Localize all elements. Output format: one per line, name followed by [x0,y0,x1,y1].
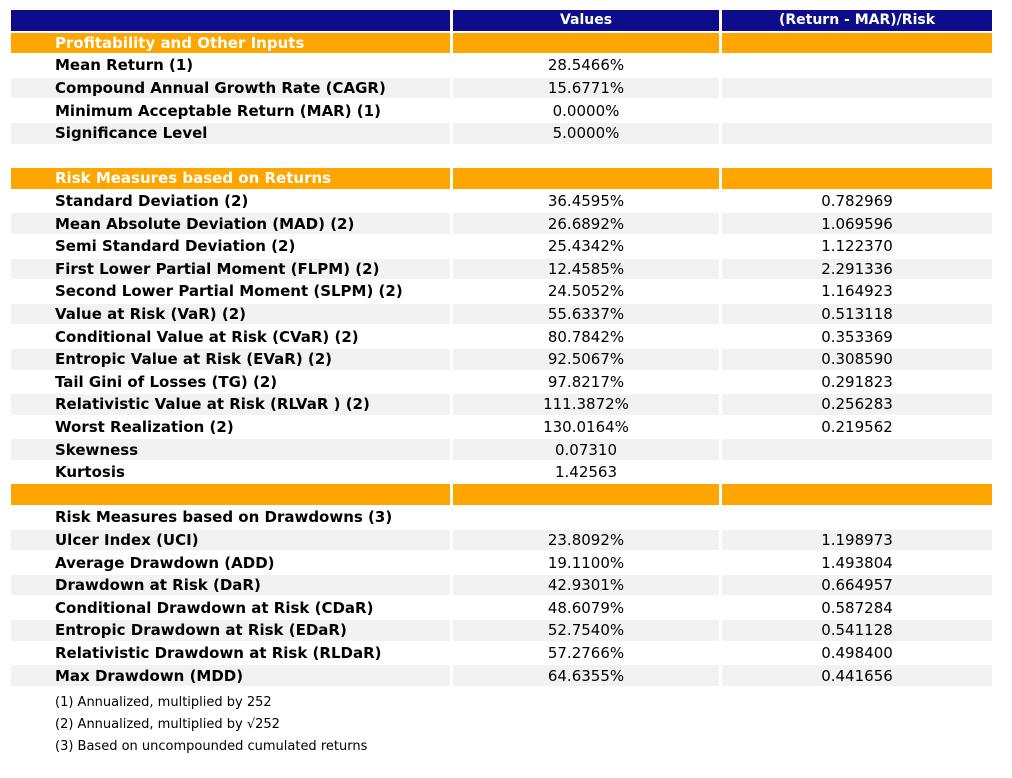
row-value: 1.42563 [554,463,618,482]
row-label: Ulcer Index (UCI) [11,529,450,551]
row-ratio: 0.541128 [722,620,992,641]
row-label: Semi Standard Deviation (2) [55,237,296,256]
row-value: 97.8217% [547,372,625,391]
row-label: Compound Annual Growth Rate (CAGR) [11,77,450,99]
spacer-values-cell [453,146,719,167]
row-label: Relativistic Drawdown at Risk (RLDaR) [55,643,382,662]
row-value: 57.2766% [547,643,625,662]
row-label: Minimum Acceptable Return (MAR) (1) [55,101,381,120]
section-header-label: Profitability and Other Inputs [11,32,450,54]
row-label: Average Drawdown (ADD) [55,553,275,572]
row-value: 19.1100% [547,553,625,572]
row-ratio: 0.308590 [722,348,992,370]
row-label: Skewness [11,439,450,460]
row-value: 55.6337% [453,303,719,325]
row-value: 12.4585% [453,258,719,280]
row-ratio [722,77,992,99]
row-ratio [722,122,992,144]
section-header-values-cell [453,484,719,506]
footnote: (1) Annualized, multiplied by 252 [55,694,272,710]
subheader-label: Risk Measures based on Drawdowns (3) [55,508,393,527]
row-label: Entropic Drawdown at Risk (EDaR) [11,620,450,641]
row-ratio: 1.493804 [821,553,893,572]
row-label: Max Drawdown (MDD) [11,665,450,686]
subheader-ratio-cell [722,507,992,528]
row-value: 0.07310 [453,439,719,460]
row-ratio: 1.069596 [722,213,992,234]
row-value: 25.4342% [547,237,625,256]
row-ratio: 0.498400 [821,643,893,662]
row-label: Tail Gini of Losses (TG) (2) [55,372,278,391]
row-label: Worst Realization (2) [55,417,234,436]
header-cell-return-mar-risk: (Return - MAR)/Risk [722,10,992,31]
section-header-label [11,484,450,506]
row-value: 130.0164% [543,417,629,436]
row-label: Entropic Value at Risk (EVaR) (2) [11,348,450,370]
row-label: Standard Deviation (2) [55,192,249,211]
row-ratio [722,100,992,121]
row-label: Mean Absolute Deviation (MAD) (2) [11,213,450,234]
row-value: 28.5466% [547,56,625,75]
subheader-values-cell [453,507,719,528]
row-label: Kurtosis [55,463,125,482]
row-ratio: 0.587284 [821,598,893,617]
row-label: Conditional Drawdown at Risk (CDaR) [55,598,374,617]
risk-table: Values (Return - MAR)/Risk Profitability… [11,10,993,686]
row-value: 52.7540% [453,620,719,641]
row-value: 92.5067% [453,348,719,370]
row-value: 0.0000% [552,101,620,120]
row-value: 64.6355% [453,665,719,686]
row-value: 80.7842% [547,327,625,346]
row-ratio: 1.164923 [821,282,893,301]
row-ratio: 2.291336 [722,258,992,280]
row-ratio [722,55,992,76]
section-header-label: Risk Measures based on Returns [11,168,450,189]
row-ratio: 0.353369 [821,327,893,346]
row-value: 5.0000% [453,122,719,144]
row-ratio: 0.782969 [821,192,893,211]
spacer-label-cell [11,146,450,167]
row-ratio: 0.664957 [722,574,992,596]
section-header-values-cell [453,32,719,54]
row-value: 15.6771% [453,77,719,99]
row-ratio: 1.122370 [821,237,893,256]
section-header-ratio-cell [722,168,992,189]
footnote: (2) Annualized, multiplied by √252 [55,716,280,732]
row-label: Conditional Value at Risk (CVaR) (2) [55,327,359,346]
footnotes: (1) Annualized, multiplied by 252 (2) Ann… [11,692,993,758]
row-value: 42.9301% [453,574,719,596]
spacer-ratio-cell [722,146,992,167]
row-ratio: 0.441656 [722,665,992,686]
row-label: Significance Level [11,122,450,144]
section-header-ratio-cell [722,484,992,506]
row-value: 23.8092% [453,529,719,551]
row-label: First Lower Partial Moment (FLPM) (2) [11,258,450,280]
row-ratio: 0.513118 [722,303,992,325]
row-label: Relativistic Value at Risk (RLVaR ) (2) [11,394,450,415]
row-label: Second Lower Partial Moment (SLPM) (2) [55,282,403,301]
row-value: 48.6079% [547,598,625,617]
row-value: 111.3872% [453,394,719,415]
footnote: (3) Based on uncompounded cumulated retu… [55,738,368,754]
row-ratio [722,439,992,460]
header-cell-empty [11,10,450,31]
header-cell-values: Values [453,10,719,31]
row-label: Drawdown at Risk (DaR) [11,574,450,596]
row-ratio: 0.219562 [821,417,893,436]
row-label: Mean Return (1) [55,56,194,75]
row-value: 24.5052% [547,282,625,301]
risk-report: Values (Return - MAR)/Risk Profitability… [11,10,993,758]
row-ratio: 0.256283 [722,394,992,415]
row-ratio: 1.198973 [722,529,992,551]
section-header-values-cell [453,168,719,189]
row-value: 26.6892% [453,213,719,234]
row-value: 36.4595% [547,192,625,211]
row-label: Value at Risk (VaR) (2) [11,303,450,325]
row-ratio [722,462,992,483]
section-header-ratio-cell [722,32,992,54]
row-ratio: 0.291823 [821,372,893,391]
